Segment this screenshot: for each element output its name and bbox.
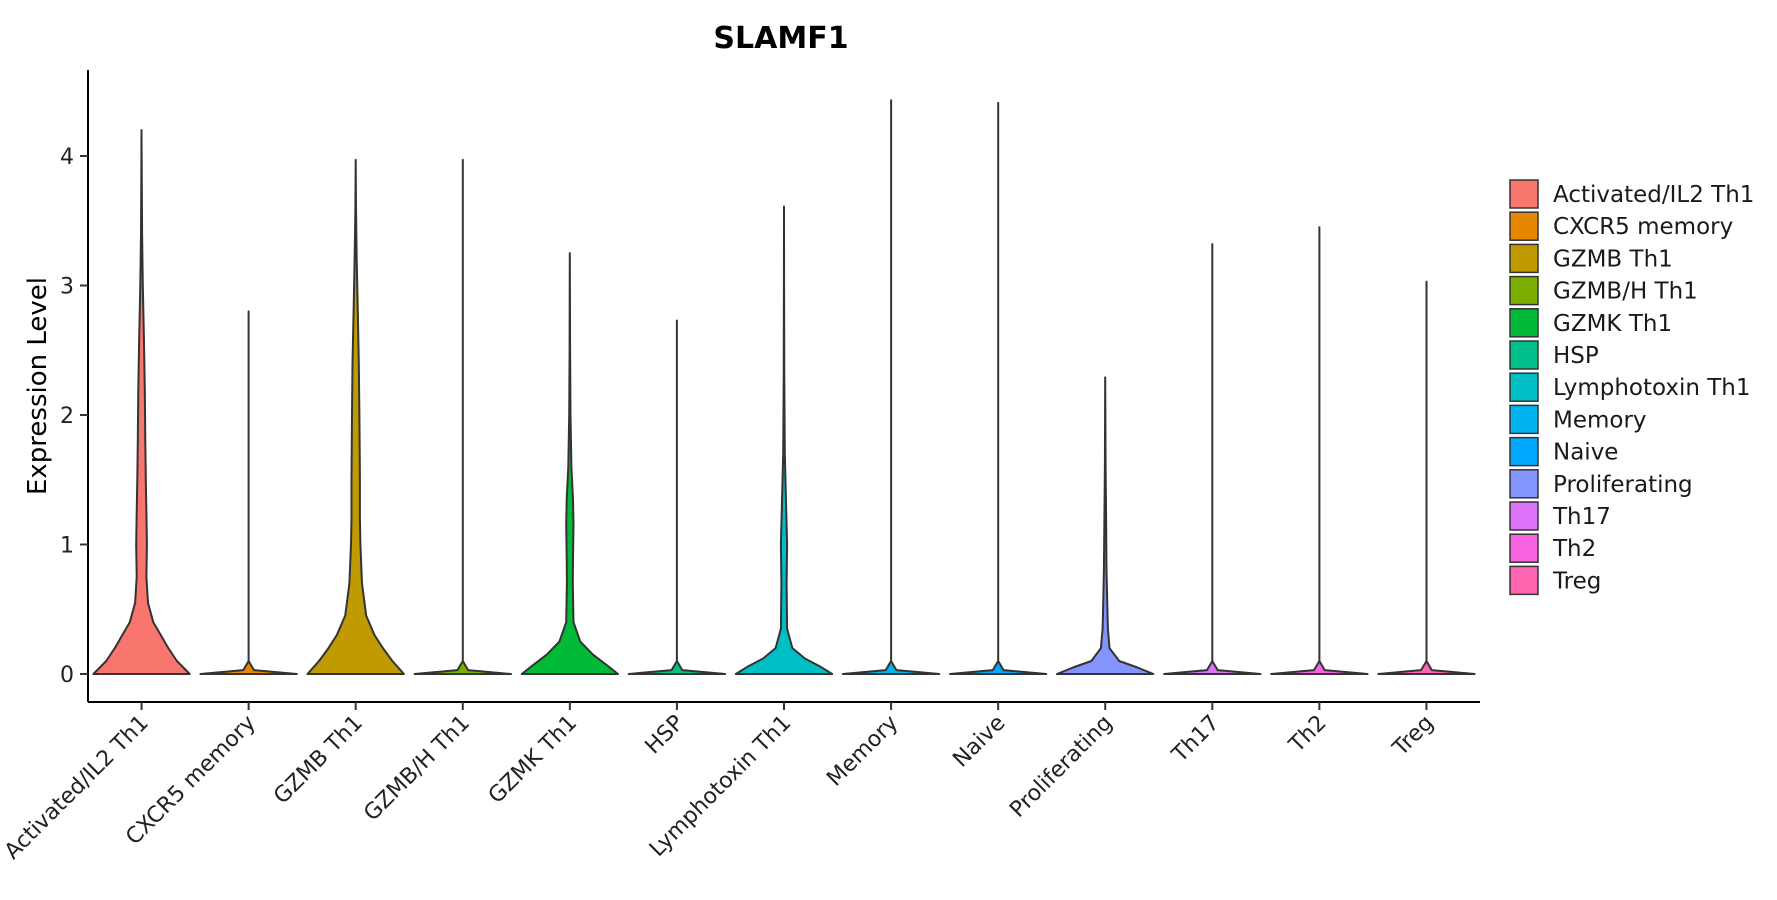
- x-tick-label: Treg: [1388, 711, 1439, 762]
- legend-swatch: [1509, 404, 1539, 435]
- legend-swatch: [1509, 501, 1539, 531]
- legend-swatch: [1509, 533, 1539, 563]
- legend-swatch: [1509, 243, 1539, 274]
- legend-label: Th17: [1552, 504, 1611, 530]
- legend-label: Naive: [1553, 440, 1618, 466]
- violin-memory: [841, 99, 941, 675]
- legend-label: CXCR5 memory: [1553, 214, 1733, 240]
- legend-label: Memory: [1553, 407, 1647, 433]
- violin-cxcr5-memory: [199, 310, 298, 675]
- legend-label: Activated/IL2 Th1: [1553, 182, 1754, 208]
- x-tick-label: GZMB Th1: [269, 711, 368, 810]
- legend-label: HSP: [1553, 343, 1599, 369]
- legend-swatch: [1509, 340, 1539, 370]
- legend-swatch: [1509, 436, 1539, 467]
- violin-gzmk-th1: [520, 252, 619, 675]
- violin-gzmb-th1: [306, 158, 405, 675]
- legend-label: GZMB Th1: [1553, 246, 1673, 272]
- x-tick-label: HSP: [641, 711, 690, 760]
- x-tick-label: Th17: [1167, 711, 1225, 769]
- y-tick-label: 3: [60, 275, 74, 300]
- violin-th2: [1270, 226, 1369, 675]
- x-tick-label: GZMK Th1: [484, 711, 582, 809]
- legend-label: Treg: [1552, 568, 1601, 594]
- y-tick-label: 2: [60, 404, 74, 429]
- legend-swatch: [1509, 179, 1539, 209]
- violin-naive: [949, 101, 1048, 675]
- violin-gzmb-h-th1: [413, 158, 512, 675]
- violin-hsp: [627, 319, 727, 675]
- legend-label: Proliferating: [1553, 472, 1693, 498]
- legend-label: Th2: [1552, 536, 1596, 562]
- violin-treg: [1377, 280, 1476, 675]
- legend-swatch: [1509, 565, 1539, 596]
- x-tick-label: Th2: [1284, 711, 1332, 759]
- legend-label: GZMB/H Th1: [1553, 279, 1698, 305]
- legend-swatch: [1509, 308, 1539, 338]
- violin-th17: [1163, 243, 1262, 675]
- legend-label: GZMK Th1: [1553, 311, 1672, 337]
- x-tick-label: Naive: [948, 711, 1010, 773]
- y-tick-label: 1: [60, 534, 74, 559]
- x-tick-label: GZMB/H Th1: [359, 711, 475, 827]
- legend: Activated/IL2 Th1 CXCR5 memory GZMB Th1 GZM…: [1509, 179, 1754, 596]
- violin-activated-il2-th1: [92, 129, 191, 675]
- violin-lymphotoxin-th1: [734, 205, 834, 675]
- x-tick-label: Memory: [822, 711, 903, 792]
- legend-label: Lymphotoxin Th1: [1553, 375, 1751, 401]
- y-tick-label: 4: [60, 145, 74, 170]
- y-axis-label: Expression Level: [23, 277, 53, 495]
- chart-title: SLAMF1: [713, 21, 848, 56]
- violin-proliferating: [1056, 376, 1155, 675]
- legend-swatch: [1509, 211, 1539, 241]
- x-tick-label: Proliferating: [1005, 711, 1117, 823]
- legend-swatch: [1509, 469, 1539, 499]
- legend-swatch: [1509, 275, 1539, 306]
- y-tick-label: 0: [60, 663, 74, 688]
- legend-swatch: [1509, 372, 1539, 402]
